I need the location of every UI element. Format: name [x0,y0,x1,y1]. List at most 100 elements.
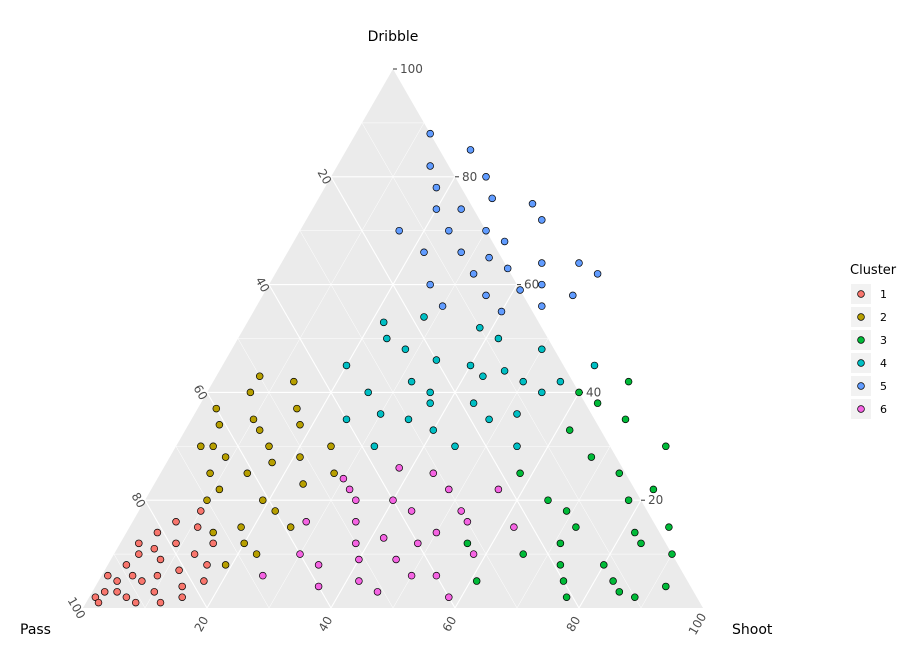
tick-label-shoot-40: 40 [316,614,336,634]
grid-line-pass-90 [113,553,146,609]
legend-label-1: 1 [880,288,887,301]
point-cluster-1-29 [200,577,208,585]
point-cluster-5-18 [395,226,403,235]
tick-label-dribble-20: 20 [648,493,663,507]
point-cluster-2-22 [255,372,264,380]
point-cluster-4-26 [590,361,599,370]
point-cluster-2-27 [203,496,211,504]
grid-line-shoot-80 [578,499,642,609]
point-cluster-1-9 [156,555,165,564]
point-cluster-4-13 [476,323,484,332]
point-cluster-4-12 [432,356,441,364]
point-cluster-2-9 [206,469,214,478]
point-cluster-3-0 [559,577,568,585]
point-cluster-2-10 [265,442,273,451]
point-cluster-4-24 [370,442,379,451]
point-cluster-6-9 [389,496,397,504]
point-cluster-1-5 [128,571,137,580]
point-cluster-5-13 [426,280,434,289]
point-cluster-6-3 [355,577,363,585]
point-cluster-5-25 [503,264,512,273]
point-cluster-1-22 [197,507,205,515]
point-cluster-2-16 [271,507,279,515]
point-cluster-5-2 [432,183,441,192]
point-cluster-4-25 [342,415,351,424]
grid-line-pass-60 [206,392,332,609]
tick-label-shoot-60: 60 [440,614,460,634]
point-cluster-6-22 [395,464,403,472]
tick-label-shoot-100: 100 [686,611,710,638]
point-cluster-5-7 [482,291,490,300]
tick-label-pass-60: 60 [191,382,211,402]
point-cluster-6-2 [352,539,360,548]
legend-key-4 [857,359,865,367]
grid-line-pass-80 [144,499,208,609]
point-cluster-3-26 [624,377,633,386]
point-cluster-6-10 [407,507,416,515]
point-cluster-4-3 [407,377,416,386]
point-cluster-6-12 [457,507,465,515]
point-cluster-2-20 [296,420,304,429]
point-cluster-1-4 [113,588,121,596]
point-cluster-1-1 [100,588,109,596]
point-cluster-6-16 [373,588,382,596]
point-cluster-2-21 [290,377,298,386]
point-cluster-3-23 [665,523,673,531]
point-cluster-6-27 [379,534,388,542]
point-cluster-5-0 [426,129,434,138]
point-cluster-1-6 [122,593,131,601]
point-cluster-6-13 [345,485,354,494]
point-cluster-3-8 [544,496,552,504]
point-cluster-6-8 [352,518,360,526]
point-cluster-6-14 [302,518,310,526]
point-cluster-5-4 [445,226,453,235]
point-cluster-2-29 [327,442,335,451]
grid-line-shoot-10 [144,122,425,609]
point-cluster-3-14 [615,469,624,478]
point-cluster-4-1 [383,334,391,343]
point-cluster-4-18 [379,318,388,327]
point-cluster-5-9 [538,280,546,289]
point-cluster-5-8 [497,307,506,316]
point-cluster-3-7 [631,593,639,601]
grid-line-pass-50 [237,338,394,609]
tick-label-shoot-20: 20 [192,614,212,634]
point-cluster-3-2 [615,588,624,596]
point-cluster-2-6 [255,426,264,434]
point-cluster-5-21 [466,146,475,154]
point-cluster-2-3 [209,442,217,451]
point-cluster-3-25 [593,399,602,407]
point-cluster-6-25 [445,593,453,601]
point-cluster-5-11 [593,270,602,278]
point-cluster-1-16 [150,544,159,553]
legend-key-3 [857,336,865,344]
point-cluster-1-25 [135,539,143,548]
legend-label-5: 5 [880,380,887,393]
legend-key-6 [857,405,865,413]
point-cluster-3-13 [519,550,527,558]
point-cluster-1-12 [153,528,162,537]
point-cluster-4-15 [500,367,509,375]
point-cluster-1-19 [209,539,217,548]
grid-line-pass-10 [361,122,642,609]
legend-label-4: 4 [880,357,887,370]
point-cluster-5-16 [538,216,546,224]
point-cluster-4-5 [466,361,475,370]
point-cluster-5-23 [488,194,496,203]
point-cluster-1-24 [203,561,211,569]
tick-label-dribble-60: 60 [524,278,539,292]
point-cluster-5-10 [575,259,583,267]
point-cluster-1-15 [193,523,202,531]
legend-items: 1 2 3 4 5 6 [851,284,887,419]
point-cluster-4-17 [538,388,546,397]
point-cluster-4-14 [494,334,503,343]
point-cluster-1-27 [178,593,186,601]
point-cluster-3-19 [516,469,524,478]
point-cluster-6-15 [494,485,503,494]
point-cluster-2-0 [212,404,221,413]
point-cluster-3-22 [556,561,565,569]
point-cluster-3-21 [472,577,481,585]
point-cluster-6-6 [432,571,441,580]
point-cluster-2-4 [221,453,230,461]
point-cluster-4-23 [429,426,438,434]
